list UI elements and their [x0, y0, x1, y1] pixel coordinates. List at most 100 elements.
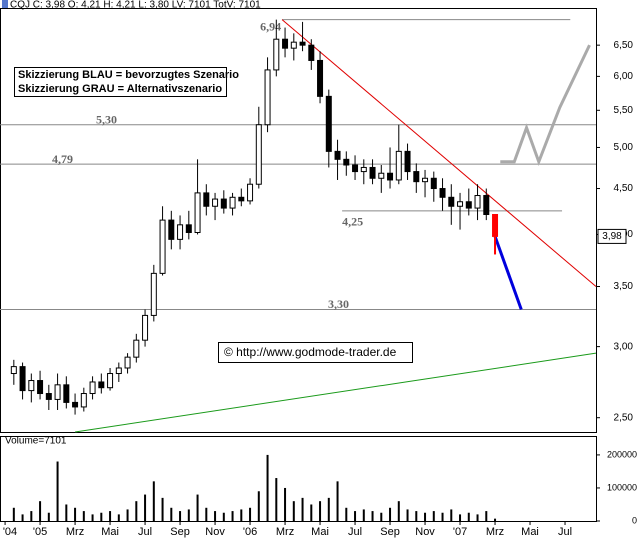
candle-body	[229, 196, 236, 209]
candle-body	[203, 192, 210, 207]
candle-body	[45, 393, 52, 400]
candle-body	[457, 201, 464, 207]
candle-body	[177, 224, 184, 240]
y-tick-label: 3,00	[614, 341, 634, 352]
candle-body	[54, 384, 61, 400]
candle-body	[142, 314, 149, 341]
candle-body	[448, 196, 455, 207]
candle-body	[220, 198, 227, 209]
volume-bar	[494, 518, 497, 521]
level-label: 4,79	[52, 152, 73, 166]
candle-body	[255, 124, 262, 185]
y-tick-label: 0	[632, 515, 637, 525]
volume-bar	[415, 511, 418, 521]
symbol-icon	[2, 0, 8, 8]
candle-body	[413, 171, 420, 183]
candle-body	[343, 158, 350, 166]
volume-panel	[0, 436, 597, 522]
candle-body	[28, 380, 35, 392]
url-box	[218, 342, 413, 363]
x-tick-label: '04	[3, 526, 17, 538]
url-text: © http://www.godmode-trader.de	[224, 345, 397, 359]
level-label: 4,25	[342, 215, 363, 229]
volume-bar	[100, 512, 103, 521]
trend-line	[493, 235, 523, 310]
volume-bar	[467, 512, 470, 521]
candle-body	[387, 172, 394, 181]
volume-bar	[47, 512, 50, 521]
x-tick-label: Nov	[205, 526, 225, 538]
candle-body	[290, 41, 297, 49]
candle-body	[395, 150, 402, 181]
x-tick-label: Nov	[415, 526, 435, 538]
level-label: 6,94	[260, 19, 281, 33]
legend-gray: Skizzierung GRAU = Alternativszenario	[18, 83, 222, 95]
x-tick-label: Mrz	[276, 526, 294, 538]
volume-bar	[380, 512, 383, 521]
last-price-label: 3,98	[602, 231, 622, 242]
x-tick-label: '05	[33, 526, 47, 538]
volume-bar	[91, 514, 94, 521]
level-label: 3,30	[328, 297, 349, 311]
candle-body	[465, 201, 472, 209]
volume-bar	[319, 501, 322, 521]
candle-body	[369, 166, 376, 179]
last-price-box	[597, 228, 627, 244]
volume-bar	[231, 511, 234, 521]
candle-body	[299, 41, 306, 46]
candle-body	[273, 38, 280, 71]
x-tick-label: Sep	[170, 526, 190, 538]
header-text: CQJ C: 3,98 O: 4,21 H: 4,21 L: 3,80 LV: …	[10, 0, 261, 11]
volume-bar	[292, 501, 295, 521]
candle-body	[133, 339, 140, 358]
candle-body	[308, 44, 315, 61]
candle-body	[185, 224, 192, 234]
volume-bar	[30, 511, 33, 521]
volume-bar	[222, 512, 225, 521]
y-tick-label: 100000	[607, 482, 637, 492]
candle-body	[247, 183, 254, 202]
candle-body	[422, 177, 429, 183]
candle-body	[483, 195, 490, 216]
volume-bar	[424, 512, 427, 521]
candle-body	[194, 192, 201, 234]
volume-bar	[459, 514, 462, 521]
volume-bar	[327, 497, 330, 521]
volume-bar	[266, 454, 269, 521]
y-tick-label: 2,50	[614, 412, 634, 423]
volume-bar	[56, 461, 59, 521]
volume-bar	[179, 511, 182, 521]
candle-body	[98, 381, 105, 389]
volume-bar	[476, 514, 479, 521]
x-tick-label: Jul	[558, 526, 572, 538]
candle-body	[282, 38, 289, 49]
candle-body	[124, 356, 131, 369]
x-tick-label: '06	[243, 526, 257, 538]
volume-bar	[432, 511, 435, 521]
volume-bar	[301, 497, 304, 521]
candle-body	[238, 196, 245, 202]
volume-bar	[12, 507, 15, 521]
volume-bar	[126, 509, 129, 521]
x-tick-label: Mrz	[486, 526, 504, 538]
candle-body	[72, 401, 79, 408]
volume-bar	[170, 507, 173, 521]
volume-bar	[275, 478, 278, 521]
candle-body	[19, 366, 26, 392]
volume-bar	[362, 509, 365, 521]
x-tick-label: Mai	[101, 526, 119, 538]
candle-body	[474, 195, 481, 209]
volume-bar	[161, 497, 164, 521]
x-tick-label: Sep	[380, 526, 400, 538]
candle-body	[159, 219, 166, 274]
volume-bar	[240, 509, 243, 521]
candle-body	[10, 366, 17, 375]
y-tick-label: 200000	[607, 449, 637, 459]
candle-body	[378, 172, 385, 179]
volume-label: Volume=7101	[5, 436, 67, 447]
volume-bar	[441, 512, 444, 521]
candle-body	[325, 95, 332, 152]
candle-body	[492, 214, 499, 237]
